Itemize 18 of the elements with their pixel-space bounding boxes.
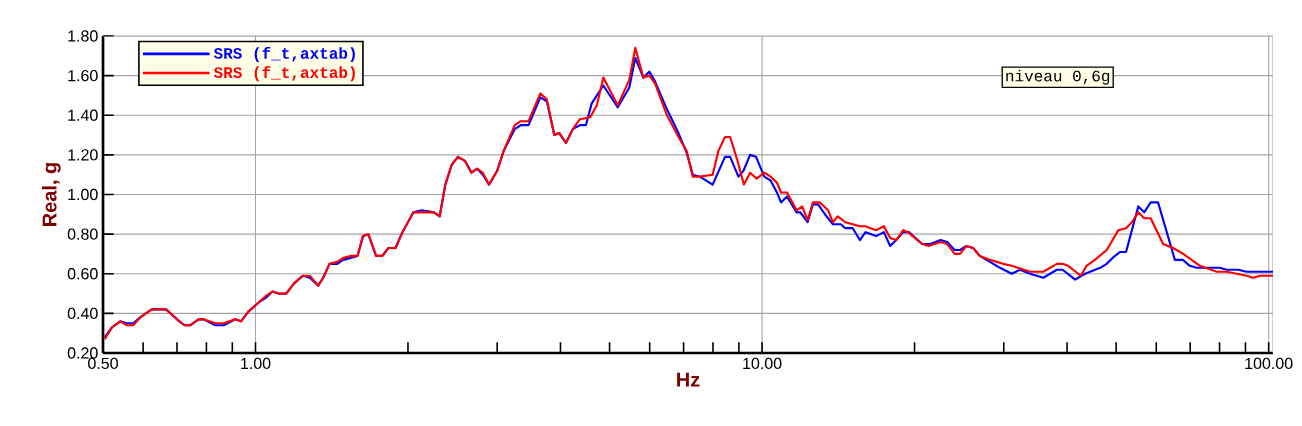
y-tick-label: 1.20 bbox=[68, 149, 98, 161]
y-tick-label: 1.00 bbox=[68, 188, 98, 201]
x-axis-title: Hz bbox=[677, 372, 700, 387]
y-tick-label: 1.60 bbox=[68, 69, 98, 82]
legend-label: SRS (f_t,axtab) bbox=[213, 66, 355, 82]
y-tick-label: 1.40 bbox=[68, 109, 98, 121]
annotation: niveau 0,6g bbox=[1006, 69, 1110, 85]
x-tick-label: 1.00 bbox=[241, 357, 271, 370]
x-tick-label: 0.50 bbox=[88, 357, 118, 370]
y-tick-label: 0.20 bbox=[67, 347, 98, 359]
y-axis-title: Real, g bbox=[41, 163, 61, 226]
y-tick-label: 0.40 bbox=[67, 307, 98, 320]
x-tick-label: 10.00 bbox=[743, 357, 782, 370]
y-tick-label: 0.60 bbox=[67, 268, 98, 280]
y-tick-label: 0.80 bbox=[67, 228, 98, 240]
y-tick-label: 1.80 bbox=[68, 30, 98, 42]
x-tick-label: 100.00 bbox=[1245, 357, 1293, 370]
legend-label: SRS (f_t,axtab) bbox=[213, 46, 355, 63]
